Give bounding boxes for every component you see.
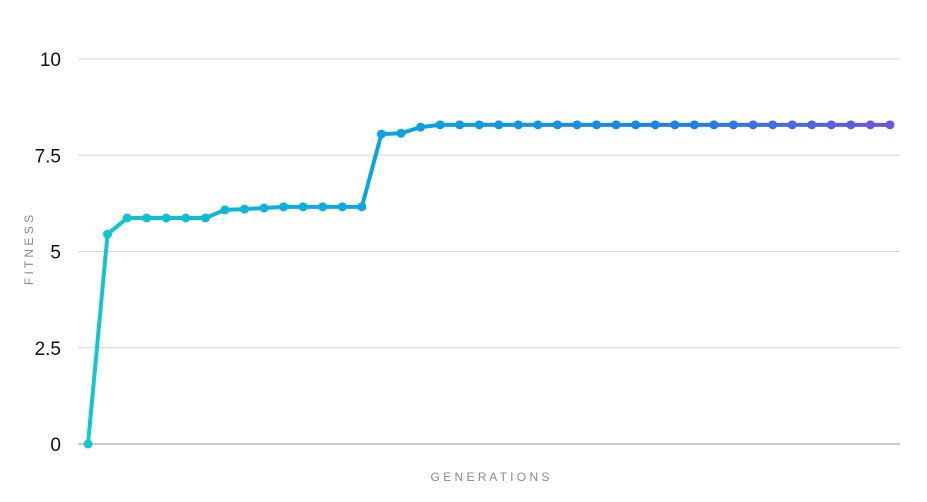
data-point	[259, 203, 269, 213]
data-point	[885, 120, 895, 130]
data-point	[513, 120, 523, 130]
data-point	[572, 120, 582, 130]
data-point	[592, 120, 602, 130]
series-fitness	[83, 120, 895, 449]
data-point	[396, 128, 406, 138]
data-point	[494, 120, 504, 130]
data-point	[729, 120, 739, 130]
data-point	[533, 120, 543, 130]
data-point	[357, 202, 367, 212]
data-point	[865, 120, 875, 130]
data-point	[83, 439, 93, 449]
data-point	[807, 120, 817, 130]
data-point	[768, 120, 778, 130]
data-point	[631, 120, 641, 130]
data-point	[337, 202, 347, 212]
data-point	[455, 120, 465, 130]
data-point	[318, 202, 328, 212]
y-axis-ticks: 0 2.5 5 7.5 10	[35, 50, 61, 456]
data-point	[826, 120, 836, 130]
data-point	[689, 120, 699, 130]
data-point	[474, 120, 484, 130]
data-point	[416, 122, 426, 132]
data-point	[298, 202, 308, 212]
y-tick-label: 2.5	[35, 339, 61, 360]
series-line	[86, 122, 892, 446]
data-point	[200, 213, 210, 223]
y-axis-title: F I T N E S S	[22, 215, 36, 285]
data-point	[239, 204, 249, 214]
data-point	[787, 120, 797, 130]
y-tick-label: 10	[40, 50, 61, 71]
data-point	[670, 120, 680, 130]
data-point	[279, 202, 289, 212]
data-point	[709, 120, 719, 130]
data-point	[611, 120, 621, 130]
data-point	[376, 129, 386, 139]
data-point	[122, 213, 132, 223]
grid-lines	[78, 58, 900, 445]
data-point	[748, 120, 758, 130]
data-point	[161, 213, 171, 223]
data-point	[552, 120, 562, 130]
data-point	[846, 120, 856, 130]
x-axis-title: G E N E R A T I O N S	[431, 470, 550, 484]
data-point	[142, 213, 152, 223]
data-point	[220, 205, 230, 215]
y-tick-label: 7.5	[35, 146, 61, 167]
data-point	[103, 229, 113, 239]
y-tick-label: 0	[50, 435, 61, 456]
data-point	[650, 120, 660, 130]
data-point	[181, 213, 191, 223]
y-tick-label: 5	[50, 243, 61, 264]
data-point	[435, 120, 445, 130]
